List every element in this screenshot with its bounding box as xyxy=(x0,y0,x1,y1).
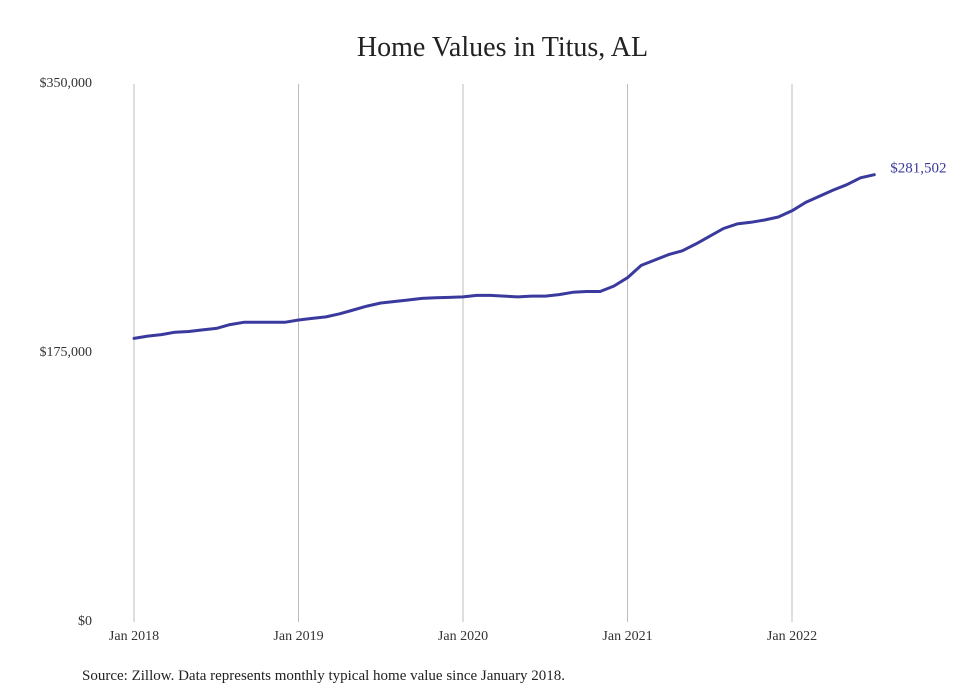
x-tick-label: Jan 2020 xyxy=(438,629,488,644)
x-tick-label: Jan 2019 xyxy=(273,629,323,644)
x-tick-label: Jan 2022 xyxy=(767,629,817,644)
x-tick-label: Jan 2021 xyxy=(602,629,652,644)
x-tick-label: Jan 2018 xyxy=(109,629,159,644)
y-axis-ticks: $0 $175,000 $350,000 xyxy=(40,76,93,629)
y-tick-label: $0 xyxy=(78,614,92,629)
end-value-label: $281,502 xyxy=(890,161,946,177)
gridlines xyxy=(133,84,793,622)
y-tick-label: $175,000 xyxy=(40,345,93,360)
y-tick-label: $350,000 xyxy=(40,76,93,91)
series-layer: $281,502 xyxy=(132,161,947,340)
x-axis-ticks: Jan 2018 Jan 2019 Jan 2020 Jan 2021 Jan 2022 xyxy=(109,629,817,644)
series-line xyxy=(132,173,876,340)
chart-title: Home Values in Titus, AL xyxy=(356,32,649,63)
source-note: Source: Zillow. Data represents monthly … xyxy=(82,668,566,684)
